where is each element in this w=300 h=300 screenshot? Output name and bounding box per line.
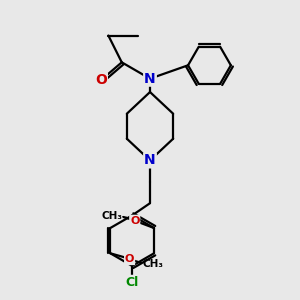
Text: O: O (125, 254, 134, 264)
Text: O: O (130, 216, 140, 226)
Text: O: O (95, 73, 107, 87)
Text: N: N (144, 153, 156, 167)
Text: N: N (144, 72, 156, 86)
Text: methoxy: methoxy (122, 216, 128, 217)
Text: Cl: Cl (125, 276, 139, 289)
Text: CH₃: CH₃ (142, 259, 163, 269)
Text: CH₃: CH₃ (101, 211, 122, 221)
